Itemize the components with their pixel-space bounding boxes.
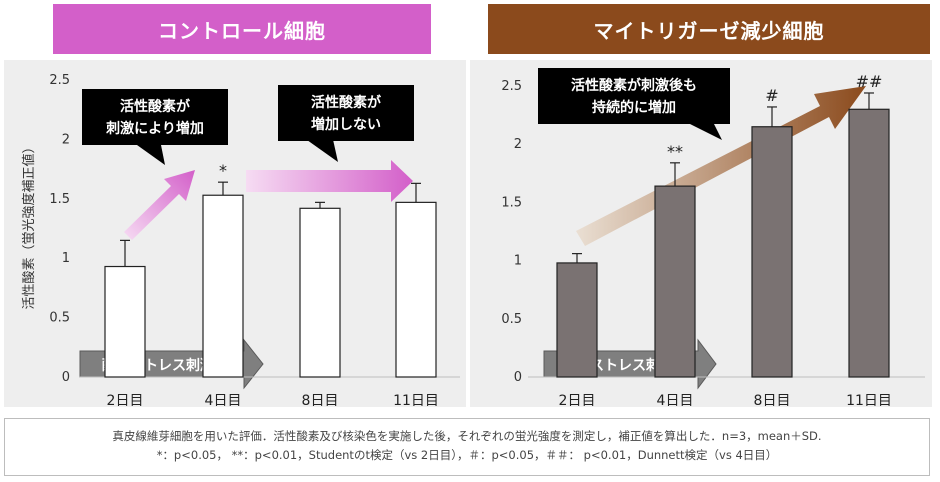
y-tick-label: 1.5 bbox=[49, 192, 70, 207]
bar bbox=[848, 108, 890, 378]
callout-right-1-line2: 持続的に増加 bbox=[592, 99, 676, 116]
callout-left-2-line2: 増加しない bbox=[311, 116, 381, 133]
significance-mark: ** bbox=[667, 142, 683, 161]
y-tick-label: 0.5 bbox=[501, 312, 522, 327]
left-trend-arrow-up bbox=[124, 170, 195, 240]
x-tick-label: 8日目 bbox=[754, 393, 791, 409]
callout-left-2-line1: 活性酸素が bbox=[311, 94, 382, 111]
bar bbox=[556, 262, 598, 378]
y-tick-label: 2 bbox=[514, 137, 522, 152]
y-tick-label: 0.5 bbox=[49, 311, 70, 326]
significance-mark: * bbox=[219, 161, 227, 180]
bar bbox=[202, 194, 244, 378]
bar bbox=[751, 126, 793, 378]
y-tick-label: 1 bbox=[514, 254, 522, 269]
left-trend-arrow-flat bbox=[246, 160, 413, 202]
callout-right-1: 活性酸素が刺激後も 持続的に増加 bbox=[538, 68, 730, 140]
right-chart: 0 0.5 1 1.5 2 2.5 2日目 ** 4日目 #8日目 ## 11日目 bbox=[501, 72, 925, 409]
x-tick-label: 11日目 bbox=[393, 393, 439, 409]
footnote: 真皮線維芽細胞を用いた評価．活性酸素及び核染色を実施した後，それぞれの蛍光強度を… bbox=[4, 418, 930, 476]
callout-left-1-line2: 刺激により増加 bbox=[106, 120, 204, 137]
x-tick-label: 2日目 bbox=[107, 393, 144, 409]
x-tick-label: 11日目 bbox=[846, 393, 892, 409]
left-panel-header: コントロール細胞 bbox=[53, 4, 431, 54]
y-tick-label: 1.5 bbox=[501, 195, 522, 210]
right-panel-header: マイトリガーゼ減少細胞 bbox=[488, 4, 930, 54]
x-tick-label: 4日目 bbox=[657, 393, 694, 409]
callout-left-2: 活性酸素が 増加しない bbox=[278, 85, 414, 162]
y-tick-label: 2.5 bbox=[49, 73, 70, 88]
callout-left-1: 活性酸素が 刺激により増加 bbox=[82, 89, 228, 165]
y-tick-label: 0 bbox=[514, 370, 522, 385]
significance-mark: # bbox=[765, 86, 778, 105]
callout-right-1-line1: 活性酸素が刺激後も bbox=[571, 77, 697, 94]
footnote-line1: 真皮線維芽細胞を用いた評価．活性酸素及び核染色を実施した後，それぞれの蛍光強度を… bbox=[112, 429, 822, 443]
bar bbox=[104, 265, 146, 378]
bar bbox=[299, 207, 341, 378]
bar bbox=[654, 185, 696, 378]
y-tick-label: 2.5 bbox=[501, 79, 522, 94]
left-y-axis-title: 活性酸素（蛍光強度補正値） bbox=[21, 140, 37, 309]
x-tick-label: 2日目 bbox=[559, 393, 596, 409]
significance-mark: ## bbox=[856, 72, 883, 91]
right-trend-arrow bbox=[576, 86, 866, 246]
y-tick-label: 0 bbox=[62, 370, 70, 385]
bar bbox=[395, 201, 437, 378]
x-tick-label: 4日目 bbox=[205, 393, 242, 409]
callout-left-1-line1: 活性酸素が bbox=[120, 98, 191, 115]
y-tick-label: 2 bbox=[62, 132, 70, 147]
x-tick-label: 8日目 bbox=[302, 393, 339, 409]
y-tick-label: 1 bbox=[62, 251, 70, 266]
footnote-line2: *：p<0.05， **：p<0.01，Studentのt検定（vs 2日目），… bbox=[156, 448, 778, 462]
left-chart: 0 0.5 1 1.5 2 2.5 2日目 * 4日目 8日目 11日目 bbox=[49, 73, 460, 409]
